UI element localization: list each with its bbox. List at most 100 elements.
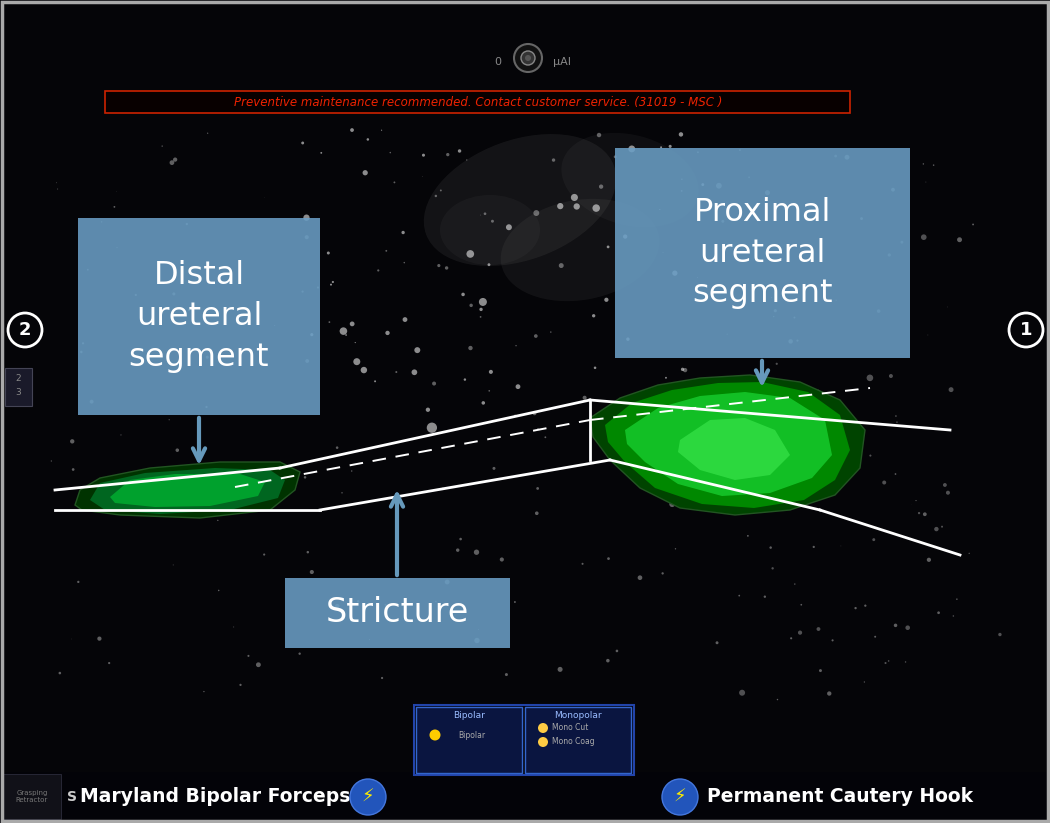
Point — [427, 595, 444, 608]
Point — [916, 230, 932, 244]
Point — [527, 329, 544, 342]
Point — [782, 335, 799, 348]
Text: Distal
ureteral
segment: Distal ureteral segment — [129, 260, 269, 373]
Point — [831, 433, 847, 446]
Point — [477, 207, 493, 221]
Point — [509, 380, 526, 393]
Point — [468, 634, 485, 647]
Point — [374, 672, 391, 685]
Point — [917, 508, 933, 521]
Point — [894, 235, 910, 249]
Point — [690, 146, 707, 159]
Point — [408, 343, 425, 356]
Text: Permanent Cautery Hook: Permanent Cautery Hook — [707, 788, 973, 807]
Point — [366, 374, 383, 388]
FancyBboxPatch shape — [285, 578, 510, 648]
Point — [198, 401, 215, 414]
Point — [232, 678, 249, 691]
Point — [256, 548, 273, 561]
FancyBboxPatch shape — [414, 705, 634, 775]
Point — [711, 179, 728, 193]
Point — [457, 373, 474, 386]
Point — [449, 543, 466, 556]
Point — [166, 287, 183, 300]
Point — [63, 632, 80, 645]
Point — [299, 355, 316, 368]
Point — [810, 384, 826, 398]
Point — [857, 599, 874, 612]
Point — [164, 156, 181, 170]
Point — [899, 621, 916, 635]
Point — [782, 632, 799, 645]
Point — [343, 123, 360, 137]
Point — [498, 668, 514, 681]
Point — [420, 403, 437, 416]
Point — [590, 128, 607, 142]
Point — [313, 146, 330, 160]
Polygon shape — [90, 468, 285, 514]
Point — [839, 151, 856, 164]
Point — [472, 310, 489, 323]
Point — [667, 542, 684, 556]
Point — [395, 226, 412, 239]
Point — [624, 142, 640, 156]
Point — [462, 248, 479, 261]
Point — [433, 184, 449, 197]
Point — [427, 189, 444, 202]
Point — [526, 407, 543, 420]
Point — [764, 562, 781, 575]
Point — [501, 221, 518, 234]
Point — [576, 391, 593, 404]
Point — [294, 137, 311, 150]
Point — [887, 619, 904, 632]
Point — [359, 133, 376, 146]
Point — [759, 186, 776, 199]
Point — [732, 143, 749, 156]
Point — [664, 498, 680, 511]
Point — [660, 412, 677, 425]
Point — [250, 658, 267, 672]
Point — [654, 246, 671, 259]
Point — [585, 309, 602, 323]
Point — [778, 403, 795, 416]
Point — [338, 328, 355, 342]
Point — [507, 339, 524, 352]
Point — [961, 546, 978, 560]
Point — [378, 244, 395, 258]
Point — [756, 590, 773, 603]
Point — [529, 422, 546, 435]
Text: Bipolar: Bipolar — [453, 712, 485, 720]
Text: Bipolar: Bipolar — [458, 731, 485, 740]
Point — [566, 191, 583, 204]
Point — [910, 506, 927, 519]
Point — [884, 183, 901, 196]
Point — [786, 578, 803, 591]
Point — [673, 184, 690, 198]
Point — [329, 441, 345, 454]
Point — [689, 271, 706, 284]
Point — [925, 159, 942, 172]
Point — [335, 324, 352, 337]
Point — [907, 494, 924, 507]
Point — [930, 607, 947, 620]
Point — [256, 191, 273, 204]
Point — [357, 166, 374, 179]
Point — [453, 532, 469, 546]
Point — [200, 127, 216, 140]
Text: 3: 3 — [15, 388, 21, 397]
Point — [291, 647, 308, 660]
Point — [739, 529, 756, 542]
Point — [387, 365, 404, 379]
Point — [260, 492, 277, 505]
Point — [588, 202, 605, 215]
Point — [551, 663, 568, 676]
Ellipse shape — [424, 134, 616, 266]
Point — [654, 567, 671, 580]
Point — [195, 685, 212, 698]
Point — [543, 325, 560, 338]
Point — [587, 361, 604, 374]
Point — [299, 546, 316, 559]
Point — [833, 539, 849, 552]
Circle shape — [662, 779, 698, 815]
Text: 2: 2 — [15, 374, 21, 383]
